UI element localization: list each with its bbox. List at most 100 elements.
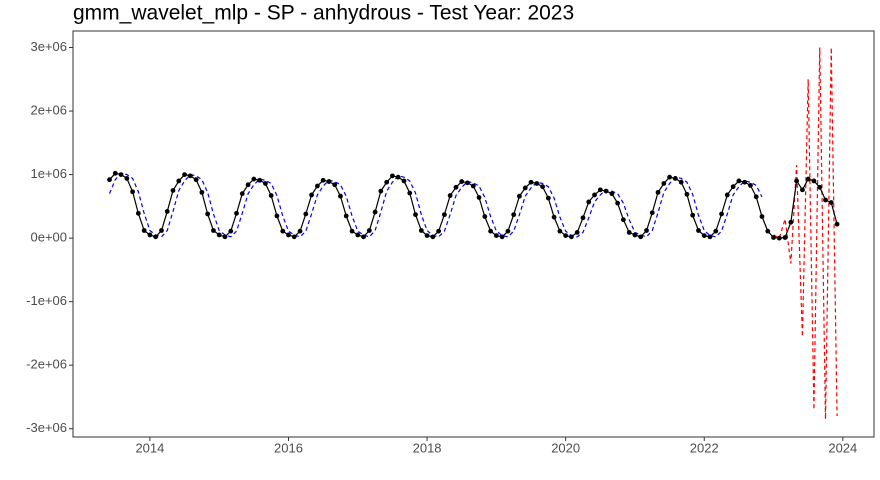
data-point — [355, 232, 361, 238]
data-point — [413, 212, 418, 218]
data-point — [522, 185, 528, 191]
data-point — [309, 192, 314, 198]
data-point — [592, 192, 597, 198]
data-point — [753, 194, 759, 200]
data-point — [436, 228, 442, 234]
data-point — [713, 228, 719, 234]
data-point — [107, 177, 112, 183]
x-tick-label: 2014 — [135, 440, 164, 455]
y-tick-label: 3e+06 — [30, 39, 67, 54]
data-point — [620, 217, 626, 223]
data-point — [176, 178, 182, 184]
data-point — [678, 179, 684, 185]
data-point — [672, 176, 678, 181]
data-point — [164, 209, 170, 214]
data-point — [470, 183, 476, 189]
data-point — [314, 183, 320, 189]
y-tick-label: -1e+06 — [26, 293, 67, 308]
data-point — [286, 232, 291, 238]
data-point — [378, 188, 384, 194]
data-point — [834, 221, 840, 227]
data-point — [372, 209, 378, 215]
data-point — [407, 190, 413, 196]
data-point — [441, 212, 447, 218]
data-point — [730, 184, 736, 190]
data-point — [557, 228, 563, 234]
data-point — [263, 181, 268, 186]
data-point — [459, 179, 465, 184]
data-point — [395, 174, 401, 180]
data-point — [153, 234, 159, 240]
data-point — [724, 192, 730, 198]
data-point — [268, 193, 274, 198]
data-point — [135, 210, 141, 216]
data-point — [476, 195, 482, 200]
data-point — [401, 178, 407, 184]
data-point — [563, 233, 569, 238]
data-point — [170, 188, 176, 193]
data-point — [580, 215, 586, 221]
data-point — [551, 214, 557, 220]
data-point — [511, 212, 517, 218]
data-point — [245, 182, 251, 188]
y-tick-label: -2e+06 — [26, 357, 67, 372]
x-tick-label: 2024 — [828, 440, 857, 455]
x-tick-label: 2020 — [551, 440, 580, 455]
data-point — [239, 191, 245, 197]
data-point — [609, 191, 615, 197]
data-point — [274, 213, 280, 219]
data-point — [297, 228, 303, 234]
data-point — [332, 182, 338, 188]
data-point — [644, 228, 649, 233]
data-point — [788, 219, 794, 225]
data-point — [141, 228, 147, 233]
data-point — [418, 228, 424, 233]
data-point — [690, 212, 696, 218]
panel-border — [72, 30, 875, 438]
data-point — [696, 228, 701, 233]
data-point — [800, 187, 805, 193]
data-point — [661, 181, 667, 186]
data-point — [193, 177, 199, 183]
data-point — [326, 179, 332, 184]
data-point — [586, 199, 592, 205]
data-point — [320, 177, 326, 183]
data-point — [384, 179, 390, 185]
data-point — [615, 200, 621, 206]
data-point — [736, 178, 742, 184]
data-point — [199, 189, 205, 195]
data-point — [182, 172, 187, 177]
data-point — [534, 181, 540, 186]
data-point — [684, 191, 690, 197]
x-tick-label: 2016 — [274, 440, 303, 455]
y-tick-label: 1e+06 — [30, 166, 67, 181]
data-point — [828, 200, 834, 205]
data-point — [701, 233, 707, 238]
data-point — [540, 184, 545, 190]
y-tick-label: 2e+06 — [30, 102, 67, 117]
data-point — [499, 234, 505, 240]
data-point — [447, 193, 453, 198]
data-point — [805, 176, 811, 182]
data-point — [811, 178, 817, 184]
data-point — [545, 195, 551, 201]
data-point — [632, 232, 638, 238]
data-point — [597, 187, 603, 193]
data-point — [782, 235, 788, 240]
data-point — [424, 233, 430, 238]
data-point — [776, 235, 782, 241]
x-tick-label: 2022 — [690, 440, 719, 455]
data-point — [251, 176, 257, 182]
data-point — [626, 230, 632, 235]
data-point — [528, 179, 534, 185]
data-point — [765, 228, 771, 234]
data-point — [257, 177, 262, 183]
data-point — [493, 233, 499, 238]
data-point — [771, 235, 776, 240]
data-point — [667, 174, 672, 180]
data-point — [118, 172, 124, 177]
data-point — [453, 184, 459, 190]
data-point — [228, 228, 234, 234]
